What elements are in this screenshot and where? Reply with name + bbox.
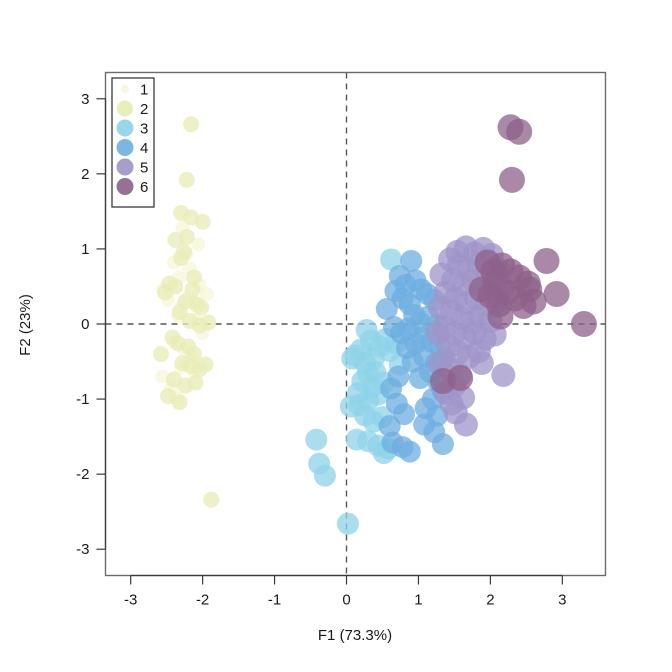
data-point [341,347,364,370]
y-axis-label: F2 (23%) [17,294,34,356]
data-point [429,368,456,395]
legend-label-6[interactable]: 6 [140,179,148,196]
x-tick-label: -3 [124,592,137,609]
data-point [197,356,214,373]
y-tick-label: -2 [76,466,89,483]
series-group-6 [429,114,597,395]
data-point [533,247,560,274]
data-point [516,276,543,303]
data-point [543,280,570,307]
data-point [305,428,328,451]
data-point [157,284,174,301]
legend-label-3[interactable]: 3 [140,121,148,138]
y-tick-label: -3 [76,541,89,558]
y-tick-label: 2 [81,166,89,183]
data-point [468,276,495,303]
legend[interactable]: 1 2 3 4 5 6 [111,77,155,208]
data-point [313,464,336,487]
data-point [378,415,401,438]
legend-swatch-2[interactable] [117,100,133,117]
data-point [498,166,525,193]
data-point [155,369,170,384]
legend-swatch-1[interactable] [121,85,129,93]
x-tick-label: 2 [486,592,494,609]
legend-label-5[interactable]: 5 [140,160,148,177]
data-point [380,248,403,271]
x-tick-label: -1 [268,592,281,609]
series-group-2 [152,116,220,508]
data-point [152,346,169,363]
y-tick-label: 0 [81,316,89,333]
y-tick-label: 1 [81,241,89,258]
legend-swatch-3[interactable] [116,119,134,137]
data-point [431,433,454,456]
data-point [178,228,195,245]
legend-label-1[interactable]: 1 [140,82,148,99]
x-tick-label: 3 [558,592,566,609]
data-point [171,394,188,411]
data-point [187,374,204,391]
data-point [408,367,431,390]
x-axis: -3 -2 -1 0 1 2 3 [124,574,567,609]
legend-swatch-4[interactable] [116,139,134,156]
x-tick-label: -2 [196,592,209,609]
reference-lines [105,72,606,576]
data-point [191,237,206,252]
data-point [185,346,202,363]
legend-swatch-6[interactable] [116,178,134,195]
legend-label-2[interactable]: 2 [140,101,148,118]
data-point [393,403,416,426]
data-point [199,286,214,301]
data-point [185,269,202,286]
data-point [173,249,190,266]
series-group-4 [375,249,456,463]
data-point [487,303,514,330]
data-point [428,295,453,320]
data-point [194,213,211,230]
data-point [491,363,516,388]
data-point [398,440,421,463]
data-point [400,249,423,272]
data-point [375,297,398,320]
x-axis-label: F1 (73.3%) [318,627,392,644]
data-point [469,351,494,376]
data-point [425,321,450,346]
data-point [193,299,210,316]
data-point [570,311,597,337]
x-tick-label: 0 [342,592,350,609]
data-points-layer [152,114,597,535]
data-point [184,281,201,298]
legend-label-4[interactable]: 4 [140,140,148,157]
data-point [506,118,533,145]
y-tick-label: -1 [76,391,89,408]
data-point [382,316,405,338]
data-point [453,412,478,437]
data-point [183,116,200,133]
y-tick-label: 3 [81,91,89,108]
data-point [200,314,217,331]
x-tick-label: 1 [414,592,422,609]
data-point [203,491,220,508]
legend-swatch-5[interactable] [116,158,134,176]
data-point [336,512,359,535]
data-point [401,350,424,373]
data-point [347,382,370,405]
data-point [178,171,195,188]
y-axis: -3 -2 -1 0 1 2 3 [76,91,107,558]
